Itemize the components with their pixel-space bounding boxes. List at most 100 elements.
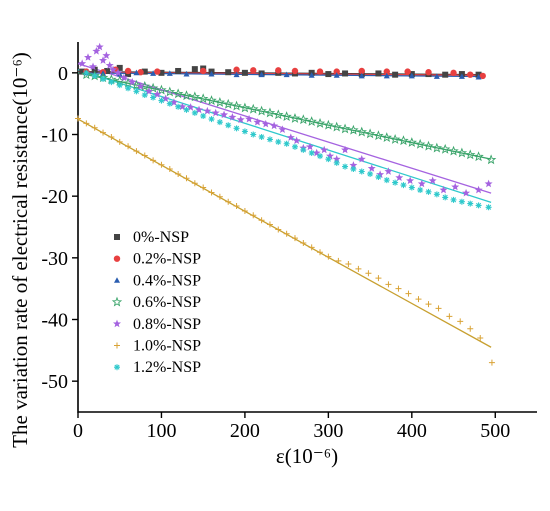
data-point [358, 72, 365, 79]
y-tick-label: -20 [41, 186, 68, 208]
data-point [467, 200, 474, 207]
data-point [395, 285, 402, 292]
data-point [256, 105, 267, 116]
data-point [150, 157, 157, 164]
data-point [385, 281, 392, 288]
data-point [355, 265, 362, 272]
data-point [375, 70, 382, 77]
data-point [423, 140, 434, 151]
data-point [161, 94, 170, 103]
data-point [406, 176, 415, 185]
legend-label: 0%-NSP [133, 229, 189, 246]
data-point [191, 109, 198, 116]
data-point [450, 69, 457, 77]
data-point [395, 173, 404, 182]
data-point [183, 175, 190, 182]
data-point [250, 131, 257, 138]
data-point [141, 92, 148, 99]
data-point [462, 188, 471, 197]
legend-marker [114, 364, 120, 371]
data-point [415, 296, 422, 303]
data-point [258, 133, 265, 140]
data-point [236, 115, 245, 124]
data-point [349, 161, 358, 169]
data-point [474, 185, 483, 194]
data-point [408, 72, 415, 79]
data-point [150, 70, 157, 76]
data-point [264, 107, 276, 118]
data-point [91, 124, 98, 131]
fit-line-1-0-nsp [77, 118, 492, 348]
data-point [467, 325, 474, 332]
series-0-6-nsp [81, 69, 497, 165]
data-point [458, 198, 465, 205]
data-point [365, 270, 372, 277]
data-point [317, 249, 324, 256]
data-point [291, 143, 298, 150]
data-point [158, 161, 165, 168]
data-point [308, 244, 315, 251]
data-point [214, 96, 226, 107]
data-point [81, 69, 92, 80]
data-point [417, 187, 424, 193]
data-point [198, 93, 209, 104]
data-point [292, 136, 301, 145]
data-point [250, 212, 257, 219]
data-point [206, 95, 217, 105]
data-point [175, 103, 182, 110]
y-tick-label: 0 [58, 63, 68, 85]
data-point [75, 115, 81, 122]
legend-item-0-8-nsp: 0.8%-NSP [113, 316, 201, 333]
data-point [220, 110, 229, 119]
data-point [100, 76, 107, 82]
data-point [250, 67, 257, 74]
data-point [228, 113, 237, 121]
data-point [261, 119, 270, 128]
data-point [314, 117, 326, 128]
x-tick-label: 200 [230, 420, 260, 442]
data-point [342, 163, 349, 170]
data-point [375, 174, 382, 181]
data-point [216, 193, 223, 200]
data-point [266, 136, 273, 143]
data-point [199, 67, 207, 75]
data-point [341, 145, 350, 154]
data-point [373, 130, 384, 141]
data-point [133, 88, 140, 95]
data-point [317, 153, 324, 160]
data-point [154, 68, 161, 75]
y-tick-label: -50 [41, 371, 68, 393]
data-point [166, 70, 173, 76]
data-point [320, 145, 329, 154]
y-axis-label: The variation rate of electrical resista… [8, 52, 32, 448]
data-point [333, 72, 340, 78]
data-point [475, 202, 482, 209]
data-point [333, 159, 340, 166]
data-point [275, 226, 282, 233]
data-point [223, 98, 234, 109]
legend-item-0-2-nsp: 0.2%-NSP [113, 251, 201, 268]
data-point [364, 128, 376, 139]
data-point [392, 71, 399, 78]
data-point [275, 67, 282, 74]
data-point [84, 53, 93, 61]
data-point [477, 335, 484, 341]
data-point [119, 73, 128, 82]
legend-label: 1.2%-NSP [133, 359, 201, 376]
data-point [323, 119, 334, 130]
data-point [172, 88, 184, 99]
data-point [440, 143, 451, 154]
data-point [233, 66, 240, 73]
data-point [332, 154, 341, 163]
x-tick-label: 0 [73, 420, 83, 442]
x-axis: 0 100 200 300 400 500 [73, 412, 510, 442]
data-point [191, 66, 198, 73]
data-point [431, 142, 443, 153]
legend-item-0-6-nsp: 0.6%-NSP [111, 294, 201, 311]
data-point [408, 184, 415, 191]
data-point [116, 138, 123, 145]
data-point [448, 145, 459, 156]
data-point [186, 103, 195, 111]
legend-label: 1.0%-NSP [133, 338, 201, 355]
